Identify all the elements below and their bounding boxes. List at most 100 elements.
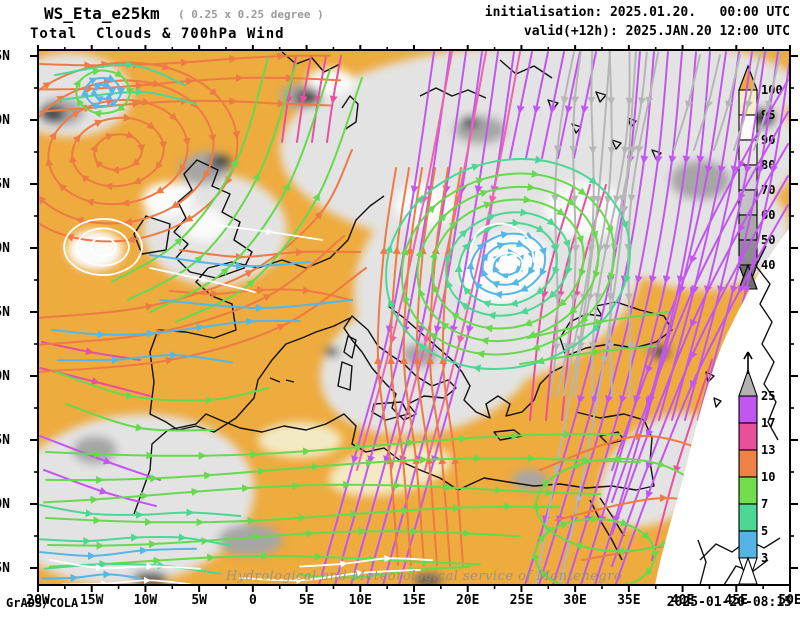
- lon-tick-label: 15W: [80, 593, 104, 608]
- streamline-pu: [525, 51, 549, 159]
- lon-tick-label: 50E: [778, 593, 800, 608]
- streamline-or: [168, 286, 353, 302]
- lon-tick-label: 5E: [299, 593, 315, 608]
- streamline-cy: [51, 317, 301, 339]
- lat-tick-label: 30N: [0, 497, 10, 512]
- lon-tick-label: 30E: [563, 593, 586, 608]
- streamline-wh: [299, 554, 433, 568]
- streamline-gr: [45, 502, 561, 527]
- grads-credit: GrADS/COLA: [6, 596, 79, 610]
- streamline-gr: [43, 480, 602, 504]
- streamline-wh: [49, 559, 202, 572]
- streamline-wh: [149, 267, 256, 293]
- lon-tick-label: 15E: [402, 593, 425, 608]
- legend-segment: [738, 503, 758, 532]
- streamline-gr: [519, 345, 657, 365]
- wind-legend-label: 5: [761, 524, 768, 538]
- cloud-blob: [39, 105, 65, 123]
- wind-legend-label: 13: [761, 443, 775, 457]
- streamline-wh: [469, 222, 535, 263]
- cloud-blob: [461, 116, 479, 128]
- coastline-path: [697, 539, 707, 586]
- cloud-blob: [325, 347, 339, 357]
- product-title: Total Clouds & 700hPa Wind: [30, 26, 285, 42]
- streamline-sp: [54, 60, 186, 86]
- lon-tick-label: 35E: [617, 593, 640, 608]
- wind-speed-legend: 25 17 13 10 7 5 3: [738, 351, 775, 586]
- cloud-blob: [306, 68, 354, 96]
- streamline-gr: [111, 57, 269, 283]
- streamline-wh: [490, 251, 524, 281]
- wind-legend-label: 10: [761, 470, 775, 484]
- lon-tick-label: 10W: [134, 593, 158, 608]
- streamline-gy: [673, 54, 701, 151]
- streamline-gr: [527, 311, 669, 339]
- wind-legend-label: 17: [761, 416, 775, 430]
- lon-tick-label: 10E: [349, 593, 372, 608]
- generation-timestamp: 2025-01-20-08:15: [666, 595, 792, 610]
- lat-tick-label: 35N: [0, 433, 10, 448]
- coastline-path: [341, 95, 359, 131]
- map-frame-and-axes: 20W 15W 10W 5W 0 5E 10E 15E 20E 25E 30E 35E 40E 45E 50…: [0, 45, 800, 608]
- lat-tick-label: 60N: [0, 113, 10, 128]
- lat-tick-label: 55N: [0, 177, 10, 192]
- streamline-mg: [281, 55, 297, 143]
- wind-legend-label: 3: [761, 551, 768, 565]
- streamline-pu: [509, 51, 533, 159]
- streamline-gy: [733, 54, 761, 151]
- streamline-gy: [753, 54, 781, 151]
- wind-legend-label: 25: [761, 389, 775, 403]
- streamline-gr: [76, 71, 132, 114]
- initialisation-time: initialisation: 2025.01.20. 00:00 UTC: [484, 5, 790, 20]
- lon-tick-label: 5W: [191, 593, 207, 608]
- streamline-mg: [326, 55, 342, 143]
- cloud-blob: [73, 436, 117, 464]
- streamline-mg: [296, 55, 312, 143]
- streamline-gr: [55, 371, 269, 405]
- legend-segment: [738, 476, 758, 505]
- coastline-path: [269, 377, 281, 383]
- lon-tick-label: 20W: [26, 593, 50, 608]
- streamline-wh: [89, 236, 117, 258]
- coastline-path: [285, 379, 295, 383]
- streamline-sp: [38, 533, 231, 547]
- streamline-wh: [214, 224, 323, 241]
- coastline-path: [419, 87, 487, 99]
- lat-tick-label: 25N: [0, 561, 10, 576]
- streamline-wh: [63, 218, 143, 276]
- lon-tick-label: 40E: [671, 593, 694, 608]
- streamline-cy: [149, 254, 311, 270]
- streamline-cy: [56, 351, 233, 364]
- coastline-path: [337, 361, 353, 391]
- legend-segment: [738, 449, 758, 478]
- streamline-wh: [76, 227, 130, 267]
- streamline-gr: [536, 459, 706, 551]
- cloud-blob: [414, 575, 442, 585]
- streamline-gr: [65, 403, 215, 432]
- watermark: Hydrological and Meteorological service …: [226, 569, 623, 584]
- lon-tick-label: 20E: [456, 593, 479, 608]
- lat-tick-label: 65N: [0, 49, 10, 64]
- height-contours: [49, 218, 535, 585]
- wind-streamlines: [38, 50, 790, 585]
- wind-legend-label: 7: [761, 497, 768, 511]
- streamline-sp: [386, 159, 630, 369]
- cloud-legend-label: 40: [761, 258, 775, 272]
- wind-direction-arrow-icon: [743, 351, 753, 374]
- streamline-mg: [311, 55, 327, 143]
- model-title: WS_Eta_e25km: [44, 4, 160, 23]
- streamline-cy: [159, 299, 353, 313]
- streamline-gy: [693, 54, 721, 151]
- legend-segment: [738, 422, 758, 451]
- streamline-cy: [39, 546, 197, 560]
- lat-tick-label: 40N: [0, 369, 10, 384]
- streamline-wh: [498, 258, 516, 274]
- legend-segment: [738, 530, 758, 559]
- lat-tick-label: 50N: [0, 241, 10, 256]
- streamline-gy: [713, 54, 741, 151]
- valid-time: valid(+12h): 2025.JAN.20 12:00 UTC: [523, 24, 790, 39]
- streamline-wh: [239, 568, 421, 584]
- cloud-blob: [142, 182, 194, 218]
